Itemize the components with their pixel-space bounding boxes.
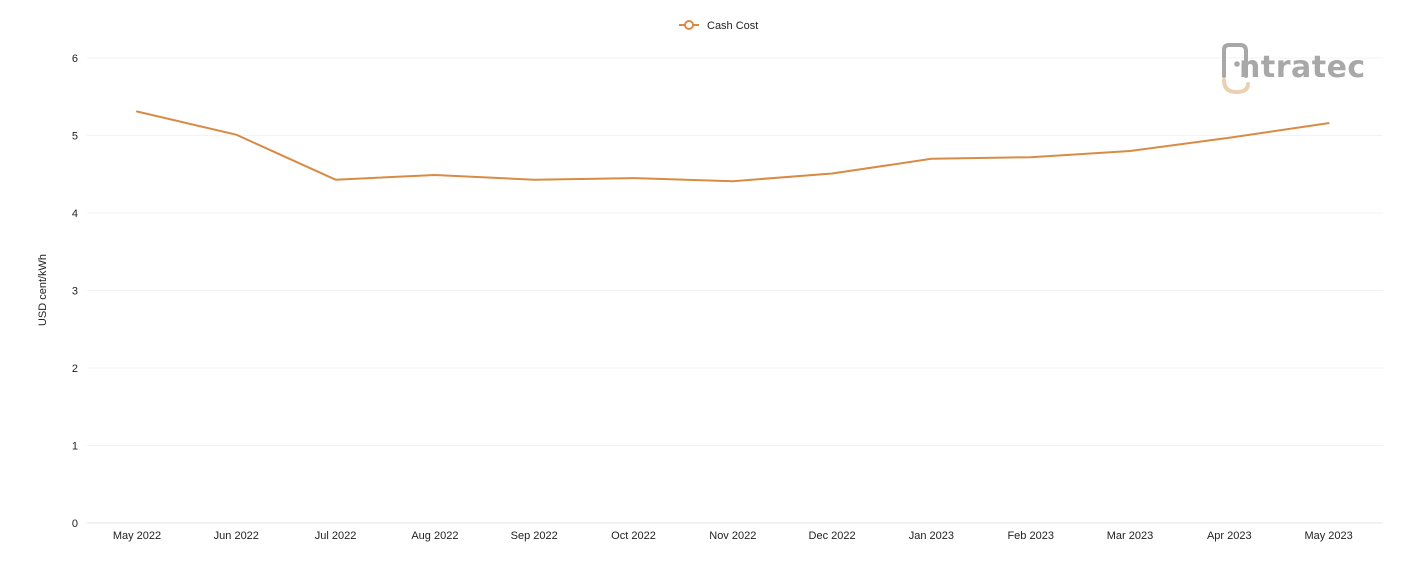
data-point-jun-2022[interactable] (230, 129, 242, 141)
x-tick-label: Nov 2022 (709, 530, 756, 542)
x-tick-label: Jul 2022 (315, 530, 357, 542)
y-tick-label: 0 (72, 518, 78, 530)
legend-marker-circle-icon (684, 20, 694, 30)
y-tick-label: 3 (72, 286, 78, 298)
intratec-logo-text: ntratec (1239, 50, 1366, 85)
data-point-nov-2022[interactable] (727, 175, 739, 187)
data-point-mar-2023[interactable] (1124, 145, 1136, 157)
legend[interactable]: Cash Cost (679, 20, 758, 32)
x-tick-label: Oct 2022 (611, 530, 656, 542)
data-point-apr-2023[interactable] (1223, 132, 1235, 144)
data-point-feb-2023[interactable] (1025, 151, 1037, 163)
data-point-sep-2022[interactable] (528, 174, 540, 186)
intratec-logo-icon (1222, 43, 1250, 95)
data-point-jul-2022[interactable] (330, 174, 342, 186)
x-tick-label: Jun 2022 (214, 530, 259, 542)
y-axis-ticks: 0 1 2 3 4 5 6 (72, 53, 78, 530)
data-point-may-2023[interactable] (1323, 117, 1335, 129)
x-tick-label: Jan 2023 (909, 530, 954, 542)
x-tick-label: Sep 2022 (511, 530, 558, 542)
legend-label: Cash Cost (707, 20, 758, 32)
data-point-dec-2022[interactable] (826, 167, 838, 179)
y-tick-label: 4 (72, 208, 78, 220)
data-point-jan-2023[interactable] (925, 153, 937, 165)
y-tick-label: 2 (72, 363, 78, 375)
series-line-cash-cost (136, 110, 1330, 183)
x-tick-label: Dec 2022 (809, 530, 856, 542)
y-axis-title: USD cent/kWh (37, 254, 49, 326)
grid-lines (87, 57, 1383, 524)
x-tick-label: Mar 2023 (1107, 530, 1153, 542)
x-tick-label: May 2022 (113, 530, 161, 542)
x-axis-ticks: May 2022 Jun 2022 Jul 2022 Aug 2022 Sep 2022… (113, 530, 1353, 542)
y-tick-label: 5 (72, 131, 78, 143)
y-tick-label: 1 (72, 441, 78, 453)
x-tick-label: Apr 2023 (1207, 530, 1252, 542)
x-tick-label: Aug 2022 (411, 530, 458, 542)
x-tick-label: Feb 2023 (1007, 530, 1053, 542)
data-point-may-2022[interactable] (131, 105, 143, 117)
series-points (131, 105, 1335, 187)
intratec-watermark: ntratec (1222, 43, 1366, 95)
data-point-aug-2022[interactable] (429, 169, 441, 181)
data-point-oct-2022[interactable] (628, 172, 640, 184)
y-tick-label: 6 (72, 53, 78, 65)
x-tick-label: May 2023 (1304, 530, 1352, 542)
